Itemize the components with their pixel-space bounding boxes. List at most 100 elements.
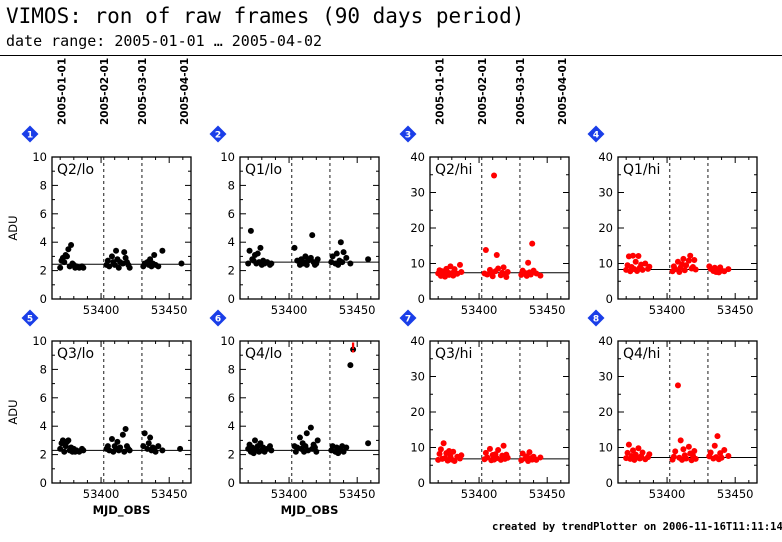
panel-title: Q4/hi (623, 346, 660, 362)
x-tick-label: 53400 (271, 303, 308, 317)
chart-panel-2: 0 2 4 6 8 10 53400 53450 Q1/lo 2 (209, 125, 380, 317)
x-tick-label: 53450 (151, 487, 188, 501)
data-point (147, 256, 154, 263)
data-point (635, 253, 642, 260)
x-tick-label: 53400 (461, 487, 498, 501)
data-point (296, 434, 303, 441)
y-tick-label: 0 (228, 292, 235, 306)
panel-title: Q3/hi (435, 346, 472, 362)
data-point (504, 454, 511, 461)
panel-badge-number: 6 (215, 315, 221, 325)
data-point (337, 239, 344, 246)
panel-title: Q2/hi (435, 162, 472, 178)
data-point (642, 260, 649, 267)
chart-panel-1: 0 2 4 6 8 10 53400 53450 Q2/lo 1 ADU 2005-01-01 2005… (6, 58, 192, 317)
page-subtitle: date range: 2005-01-01 … 2005-04-02 (6, 32, 323, 50)
data-point (537, 454, 544, 461)
data-point (629, 447, 636, 454)
y-tick-label: 20 (598, 405, 613, 419)
x-tick-label: 53400 (461, 303, 498, 317)
data-point (451, 457, 458, 464)
data-point (458, 452, 465, 459)
header-rule (0, 55, 782, 56)
y-tick-label: 2 (228, 264, 235, 278)
data-point (437, 446, 444, 453)
y-tick-label: 40 (410, 150, 425, 164)
data-point (257, 440, 264, 447)
data-point (632, 258, 639, 265)
data-point (685, 443, 692, 450)
y-tick-label: 8 (40, 362, 47, 376)
footer-credit: created by trendPlotter on 2006-11-16T11… (492, 521, 782, 533)
data-point (436, 450, 443, 457)
y-tick-label: 2 (228, 448, 235, 462)
x-tick-label: 53450 (717, 303, 754, 317)
data-point (178, 260, 185, 267)
data-point (152, 448, 159, 455)
data-point (340, 249, 347, 256)
x-tick-label: 53450 (717, 487, 754, 501)
data-point (254, 250, 261, 257)
data-point (691, 256, 698, 263)
data-point (635, 445, 642, 452)
panel-badge-icon (209, 309, 227, 327)
data-point (680, 255, 687, 262)
data-point (500, 442, 507, 449)
data-point (108, 435, 115, 442)
data-point (482, 247, 489, 254)
data-point (65, 437, 72, 444)
y-tick-label: 20 (410, 221, 425, 235)
data-point (121, 249, 128, 256)
y-axis-label: ADU (6, 215, 20, 240)
y-tick-label: 10 (598, 257, 613, 271)
x-tick-label: 53450 (529, 303, 566, 317)
data-point (526, 449, 533, 456)
y-tick-label: 10 (32, 150, 47, 164)
panel-badge-icon (399, 309, 417, 327)
data-point (302, 443, 309, 450)
data-point (674, 382, 681, 389)
y-tick-label: 10 (598, 441, 613, 455)
panel-badge-icon (587, 309, 605, 327)
y-tick-label: 8 (40, 178, 47, 192)
data-point (251, 437, 258, 444)
data-point (692, 266, 699, 273)
data-point (525, 259, 532, 266)
data-point (639, 449, 646, 456)
data-point (291, 244, 298, 251)
data-point (451, 266, 458, 273)
date-label: 2005-03-01 (515, 58, 527, 125)
y-tick-label: 2 (40, 264, 47, 278)
data-point (303, 430, 310, 437)
y-tick-label: 0 (418, 476, 425, 490)
y-tick-label: 10 (220, 150, 235, 164)
data-point (80, 264, 87, 271)
data-point (440, 440, 447, 447)
data-point (343, 254, 350, 261)
panel-title: Q1/lo (245, 162, 282, 178)
data-point (685, 257, 692, 264)
data-point (350, 346, 357, 353)
data-point (495, 265, 502, 272)
data-point (489, 273, 496, 280)
data-point (646, 451, 653, 458)
data-point (365, 256, 372, 263)
data-point (155, 263, 162, 270)
data-point (624, 449, 631, 456)
y-tick-label: 0 (40, 476, 47, 490)
y-tick-label: 8 (228, 178, 235, 192)
x-tick-label: 53450 (151, 303, 188, 317)
plot-frame (51, 156, 192, 300)
data-point (333, 250, 340, 257)
y-tick-label: 0 (606, 292, 613, 306)
data-point (119, 431, 126, 438)
data-point (307, 254, 314, 261)
data-point (115, 264, 122, 271)
x-tick-label: 53400 (649, 487, 686, 501)
data-point (268, 447, 275, 454)
panel-title: Q4/lo (245, 346, 282, 362)
y-tick-label: 6 (228, 391, 235, 405)
data-point (687, 252, 694, 259)
panel-badge-number: 3 (405, 131, 411, 141)
y-tick-label: 40 (410, 334, 425, 348)
